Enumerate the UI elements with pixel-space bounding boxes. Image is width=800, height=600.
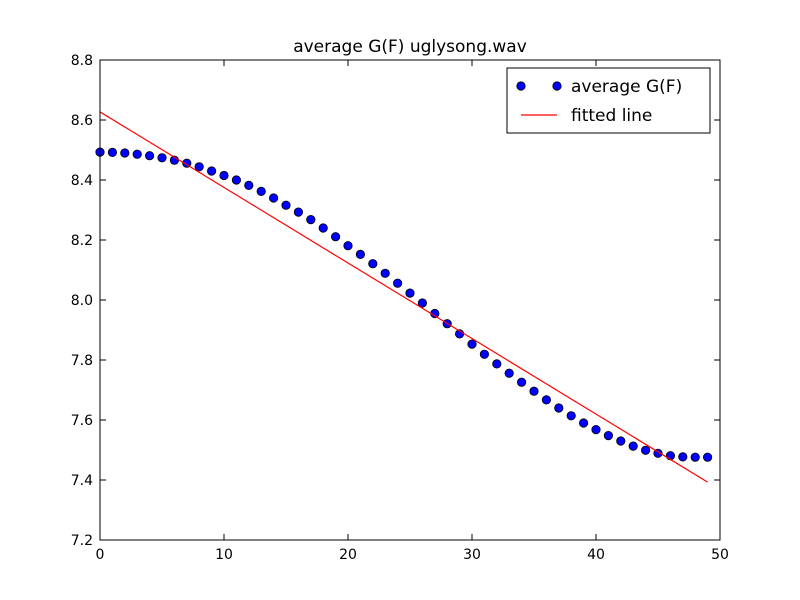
data-point [380, 268, 390, 278]
data-point [219, 170, 229, 181]
data-point [293, 207, 303, 217]
y-tick-label: 7.2 [71, 533, 93, 549]
data-point [355, 249, 365, 259]
y-tick-label: 8.2 [71, 233, 93, 249]
y-tick-label: 7.4 [71, 473, 93, 489]
data-point [330, 232, 341, 242]
data-point [194, 162, 204, 172]
y-tick-label: 8.8 [71, 53, 93, 69]
data-point [405, 288, 415, 298]
data-point [702, 452, 713, 462]
data-point [578, 418, 589, 428]
y-tick-label: 8.4 [71, 173, 93, 189]
data-point [182, 158, 192, 168]
data-point [616, 436, 626, 446]
data-point [244, 180, 254, 190]
legend-marker-swatch [516, 81, 526, 91]
data-point [628, 441, 638, 451]
data-point [107, 147, 118, 157]
data-point [640, 445, 651, 455]
legend-item-1: fitted line [521, 106, 652, 126]
axes: 0 10 20 30 40 50 7.2 7.4 7.6 7.8 8.0 8.2 8.4 8.6 8.8 [71, 53, 729, 563]
data-point [566, 411, 576, 421]
data-point [690, 452, 700, 462]
data-point [318, 223, 328, 233]
legend-marker-swatch [552, 81, 562, 91]
data-point [157, 153, 167, 163]
legend-box [506, 67, 711, 134]
plot-area [95, 111, 713, 483]
y-tick-label: 8.6 [71, 113, 93, 129]
y-tick-label: 7.6 [71, 413, 93, 429]
legend-label: fitted line [571, 106, 652, 126]
data-point [603, 430, 614, 441]
data-point [554, 403, 564, 413]
data-point [678, 452, 688, 462]
x-tick-label: 10 [215, 547, 233, 563]
data-point [281, 200, 291, 210]
y-tick-label: 7.8 [71, 353, 93, 369]
data-point [529, 386, 539, 396]
data-point [492, 359, 502, 369]
data-point [479, 349, 489, 359]
fitted-line [100, 111, 708, 483]
data-point [256, 186, 266, 196]
data-point [231, 175, 241, 185]
data-point [207, 166, 217, 176]
data-point [343, 241, 353, 251]
data-point [504, 368, 514, 378]
data-point [268, 193, 279, 203]
data-point [145, 151, 155, 161]
x-tick-label: 20 [339, 547, 357, 563]
legend: average G(F) fitted line [506, 67, 711, 134]
data-point [665, 451, 676, 461]
data-point [132, 149, 142, 159]
data-point [591, 424, 601, 435]
x-tick-label: 40 [587, 547, 605, 563]
data-point [306, 215, 316, 225]
series-0-markers [95, 147, 713, 462]
data-point [417, 298, 427, 308]
data-point [541, 395, 552, 405]
legend-label: average G(F) [571, 77, 682, 97]
data-point [392, 278, 403, 288]
data-point [467, 339, 477, 349]
data-point [516, 377, 527, 387]
x-tick-label: 30 [463, 547, 481, 563]
legend-item-0: average G(F) [516, 77, 682, 97]
data-point [368, 259, 378, 269]
x-tick-label: 0 [96, 547, 105, 563]
chart-title: average G(F) uglysong.wav [293, 37, 527, 57]
x-tick-label: 50 [711, 547, 729, 563]
y-tick-label: 8.0 [71, 293, 93, 309]
data-point [120, 148, 130, 158]
